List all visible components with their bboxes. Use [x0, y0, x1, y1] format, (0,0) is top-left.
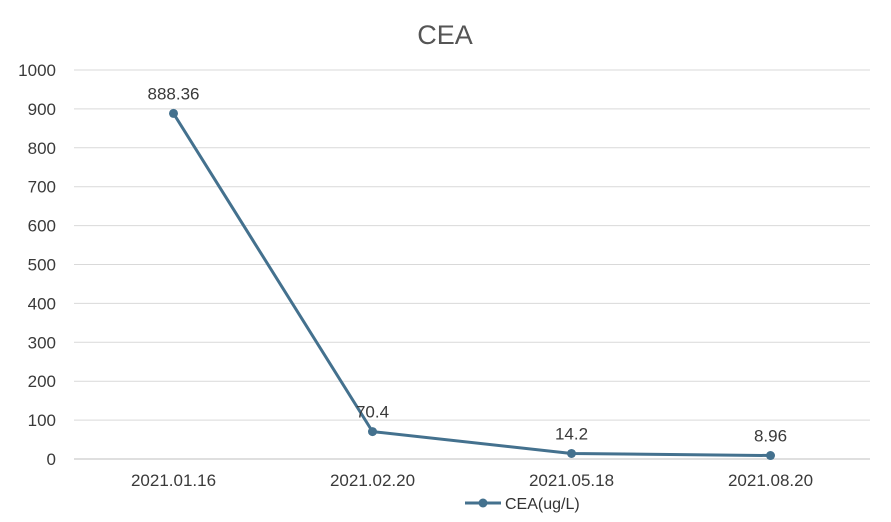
y-tick-label: 600: [28, 217, 56, 236]
legend-series-label: CEA(ug/L): [505, 496, 580, 513]
y-tick-label: 800: [28, 139, 56, 158]
data-point: [567, 448, 576, 458]
data-label: 888.36: [148, 84, 200, 103]
data-label: 70.4: [356, 403, 389, 422]
y-tick-label: 900: [28, 100, 56, 119]
data-label: 8.96: [754, 427, 787, 446]
x-tick-label: 2021.02.20: [330, 471, 415, 490]
y-tick-label: 300: [28, 333, 56, 352]
x-tick-label: 2021.05.18: [529, 471, 614, 490]
y-tick-label: 500: [28, 256, 56, 275]
data-point: [169, 108, 178, 118]
legend: CEA(ug/L): [465, 496, 580, 513]
y-tick-label: 1000: [18, 61, 56, 80]
x-tick-label: 2021.08.20: [728, 471, 813, 490]
y-tick-label: 100: [28, 411, 56, 430]
y-tick-label: 700: [28, 178, 56, 197]
grid-lines: [74, 69, 870, 460]
data-labels: 888.36 70.4 14.2 8.96: [148, 84, 788, 445]
y-tick-label: 200: [28, 372, 56, 391]
series-layer: [169, 108, 775, 461]
y-tick-label: 0: [47, 450, 56, 469]
data-point: [368, 427, 377, 437]
series-line: [172, 112, 771, 458]
y-axis-ticks: 0 100 200 300 400 500 600 700 800 900 1000: [18, 61, 56, 469]
y-tick-label: 400: [28, 294, 56, 313]
chart-title: CEA: [417, 20, 473, 50]
data-label: 14.2: [555, 424, 588, 443]
data-point: [766, 451, 775, 461]
x-tick-label: 2021.01.16: [131, 471, 216, 490]
legend-point-marker: [478, 498, 488, 508]
x-axis-ticks: 2021.01.16 2021.02.20 2021.05.18 2021.08.20: [131, 471, 813, 490]
